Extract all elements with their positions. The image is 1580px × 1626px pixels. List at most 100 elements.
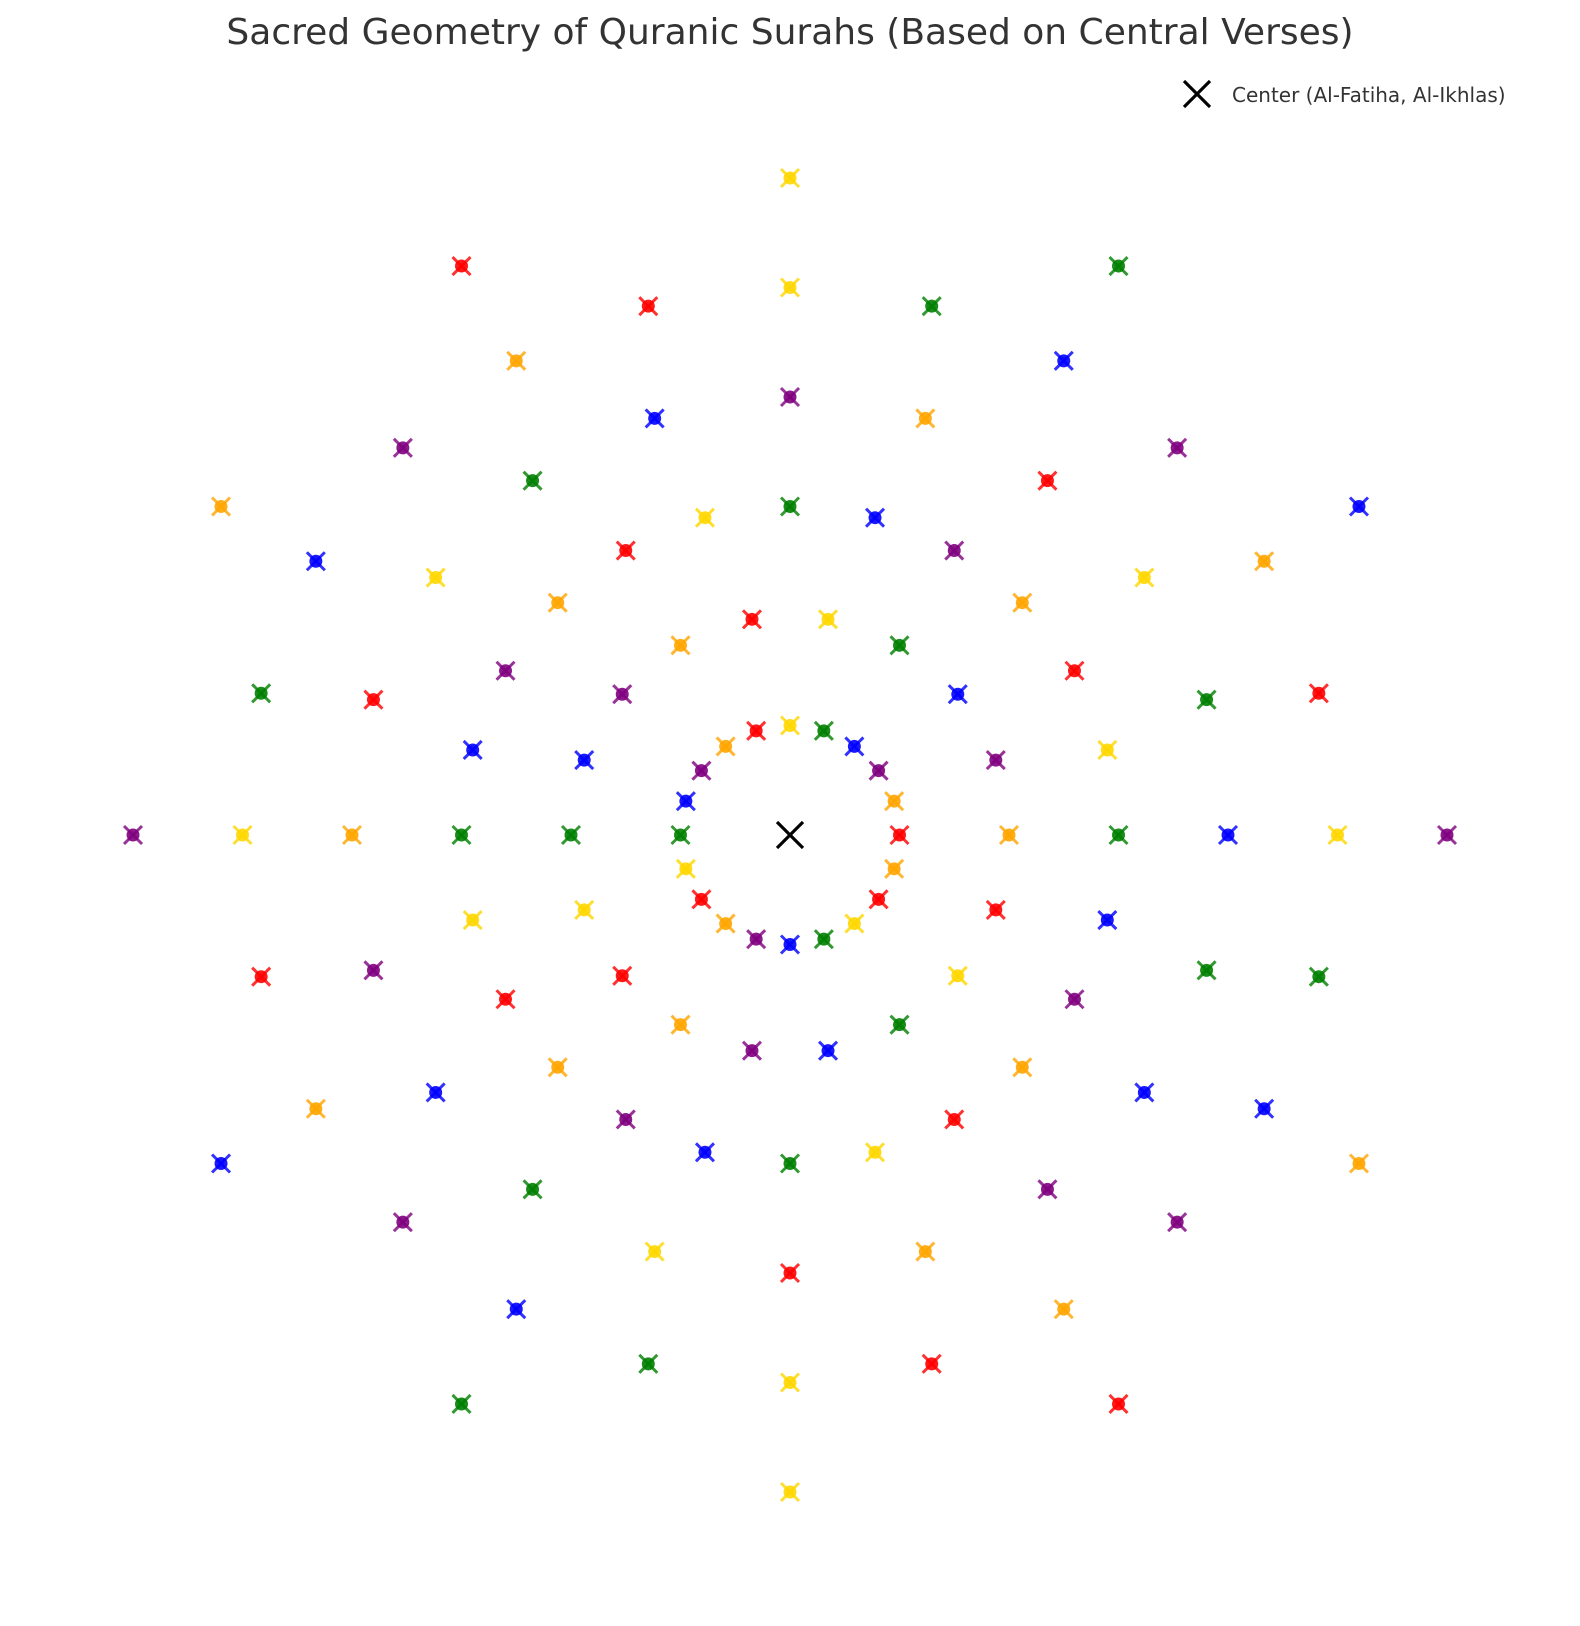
scatter-point <box>985 899 1006 920</box>
scatter-point <box>638 296 659 317</box>
scatter-point <box>547 1057 568 1078</box>
scatter-point <box>1348 1153 1370 1174</box>
scatter-point <box>495 989 516 1010</box>
scatter-point <box>1064 989 1085 1010</box>
scatter-point <box>425 567 446 588</box>
scatter-point <box>462 739 483 761</box>
scatter-point <box>694 507 716 528</box>
scatter-point <box>864 507 886 528</box>
scatter-point <box>844 736 865 757</box>
center-point <box>775 820 805 850</box>
scatter-point <box>451 824 472 846</box>
scatter-point <box>1167 437 1188 458</box>
scatter-point <box>612 965 633 986</box>
scatter-point <box>779 715 801 736</box>
scatter-point <box>251 683 272 704</box>
scatter-point <box>232 824 253 846</box>
scatter-point <box>506 350 527 371</box>
scatter-point <box>574 899 595 920</box>
scatter-point <box>392 1212 413 1233</box>
scatter-point <box>638 1353 659 1374</box>
scatter-point <box>1134 567 1155 588</box>
scatter-point <box>1167 1212 1188 1233</box>
scatter-point <box>1064 660 1085 681</box>
scatter-point <box>670 1014 691 1035</box>
scatter-point <box>1108 255 1129 277</box>
scatter-point <box>574 750 595 771</box>
scatter-point <box>1037 1179 1058 1200</box>
scatter-point <box>675 858 696 879</box>
scatter-point <box>868 760 889 781</box>
scatter-point <box>944 540 965 561</box>
scatter-point <box>889 824 910 846</box>
scatter-point <box>1308 683 1329 704</box>
scatter-point <box>644 408 665 429</box>
scatter-point <box>868 889 889 910</box>
scatter-point <box>1108 824 1129 846</box>
scatter-point <box>915 1241 936 1262</box>
scatter-point <box>1327 824 1348 846</box>
scatter-point <box>715 913 736 934</box>
scatter-point <box>363 689 384 710</box>
scatter-point <box>921 1353 942 1374</box>
legend-label: Center (Al-Fatiha, Al-Ikhlas) <box>1232 83 1506 107</box>
scatter-point <box>1196 689 1217 710</box>
scatter-point <box>715 736 736 757</box>
scatter-point <box>1097 909 1118 931</box>
scatter-point <box>779 277 801 298</box>
scatter-point <box>341 824 363 846</box>
scatter-point <box>915 408 936 429</box>
scatter-point <box>615 540 636 561</box>
scatter-point <box>670 824 691 846</box>
scatter-point <box>1012 1057 1033 1078</box>
scatter-point <box>844 913 865 934</box>
legend-x-marker-icon <box>1182 79 1212 109</box>
scatter-point <box>612 684 633 705</box>
scatter-point <box>305 1098 326 1119</box>
scatter-point <box>741 1040 763 1061</box>
chart-title: Sacred Geometry of Quranic Surahs (Based… <box>226 12 1354 53</box>
center-marker <box>775 820 805 850</box>
scatter-point <box>1037 470 1058 491</box>
scatter-point <box>741 609 763 630</box>
scatter-point <box>944 1109 965 1130</box>
scatter-point <box>779 496 801 517</box>
scatter-point <box>998 824 1020 846</box>
scatter-point <box>746 929 767 950</box>
scatter-point <box>547 592 568 613</box>
scatter-point <box>1196 960 1217 981</box>
scatter-point <box>1217 824 1239 846</box>
scatter-point <box>691 760 712 781</box>
scatter-point <box>813 929 834 950</box>
scatter-point <box>947 965 968 986</box>
scatter-point <box>251 966 272 987</box>
scatter-points <box>122 167 1458 1503</box>
scatter-point <box>615 1109 636 1130</box>
scatter-point <box>779 1481 801 1503</box>
scatter-point <box>779 1372 801 1393</box>
scatter-point <box>813 720 834 741</box>
scatter-point <box>644 1241 665 1262</box>
scatter-point <box>495 660 516 681</box>
scatter-point <box>363 960 384 981</box>
scatter-point <box>675 791 696 812</box>
scatter-point <box>1254 1098 1275 1119</box>
scatter-point <box>864 1142 886 1163</box>
legend: Center (Al-Fatiha, Al-Ikhlas) <box>1178 78 1506 112</box>
scatter-point <box>210 496 232 517</box>
scatter-point <box>817 609 839 630</box>
scatter-point <box>1348 496 1370 517</box>
scatter-point <box>779 386 801 408</box>
scatter-point <box>1012 592 1033 613</box>
scatter-point <box>889 635 910 656</box>
scatter-point <box>392 437 413 458</box>
scatter-point <box>451 1393 472 1415</box>
scatter-point <box>1436 824 1458 846</box>
scatter-point <box>884 791 905 812</box>
scatter-point <box>691 889 712 910</box>
scatter-point <box>889 1014 910 1035</box>
scatter-point <box>1134 1082 1155 1103</box>
scatter-point <box>884 858 905 879</box>
